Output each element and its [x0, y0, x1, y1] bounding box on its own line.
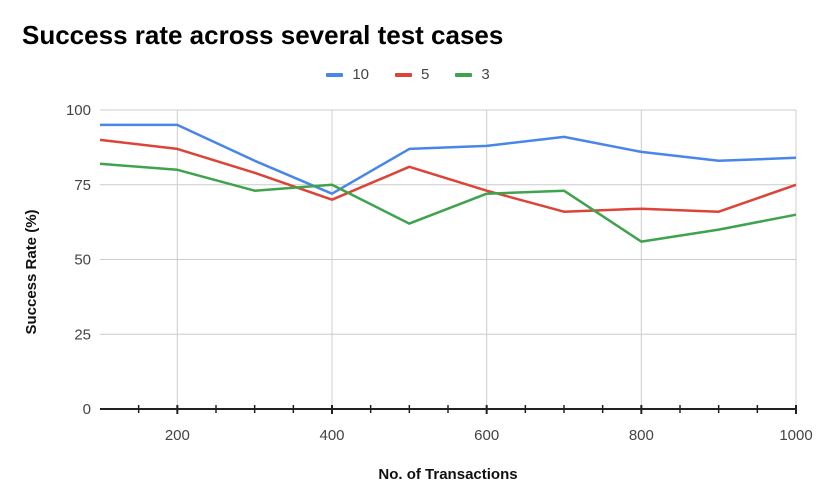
x-axis-title: No. of Transactions [378, 466, 517, 483]
series-line-5 [99, 138, 797, 213]
x-tick-label: 400 [319, 427, 344, 444]
legend-label: 3 [481, 66, 490, 83]
legend-item-series-0[interactable]: 10 [326, 66, 369, 83]
legend-item-series-1[interactable]: 5 [395, 66, 429, 83]
y-axis-title: Success Rate (%) [23, 209, 40, 334]
x-tick-label: 800 [629, 427, 654, 444]
x-tick-label: 600 [474, 427, 499, 444]
legend-item-series-2[interactable]: 3 [455, 66, 490, 83]
x-tick-label: 200 [165, 427, 190, 444]
y-tick-label: 50 [74, 252, 91, 269]
legend-swatch [455, 72, 473, 77]
series-line-10 [100, 123, 797, 195]
legend: 10 5 3 [0, 66, 816, 83]
legend-label: 5 [421, 66, 430, 83]
y-tick-label: 25 [74, 326, 91, 343]
legend-label: 10 [352, 66, 369, 83]
y-tick-label: 0 [83, 401, 91, 418]
x-axis [100, 405, 797, 414]
legend-swatch [326, 72, 344, 77]
series-lines [99, 123, 797, 243]
y-tick-label: 75 [74, 177, 91, 194]
legend-swatch [395, 72, 412, 77]
y-tick-label: 100 [66, 102, 91, 119]
gridlines [100, 109, 797, 409]
chart-title: Success rate across several test cases [22, 20, 504, 50]
tick-labels: 0 25 50 75 100 200 400 600 800 1000 [66, 102, 813, 444]
x-tick-label: 1000 [779, 427, 812, 444]
series-line-3 [99, 162, 797, 243]
